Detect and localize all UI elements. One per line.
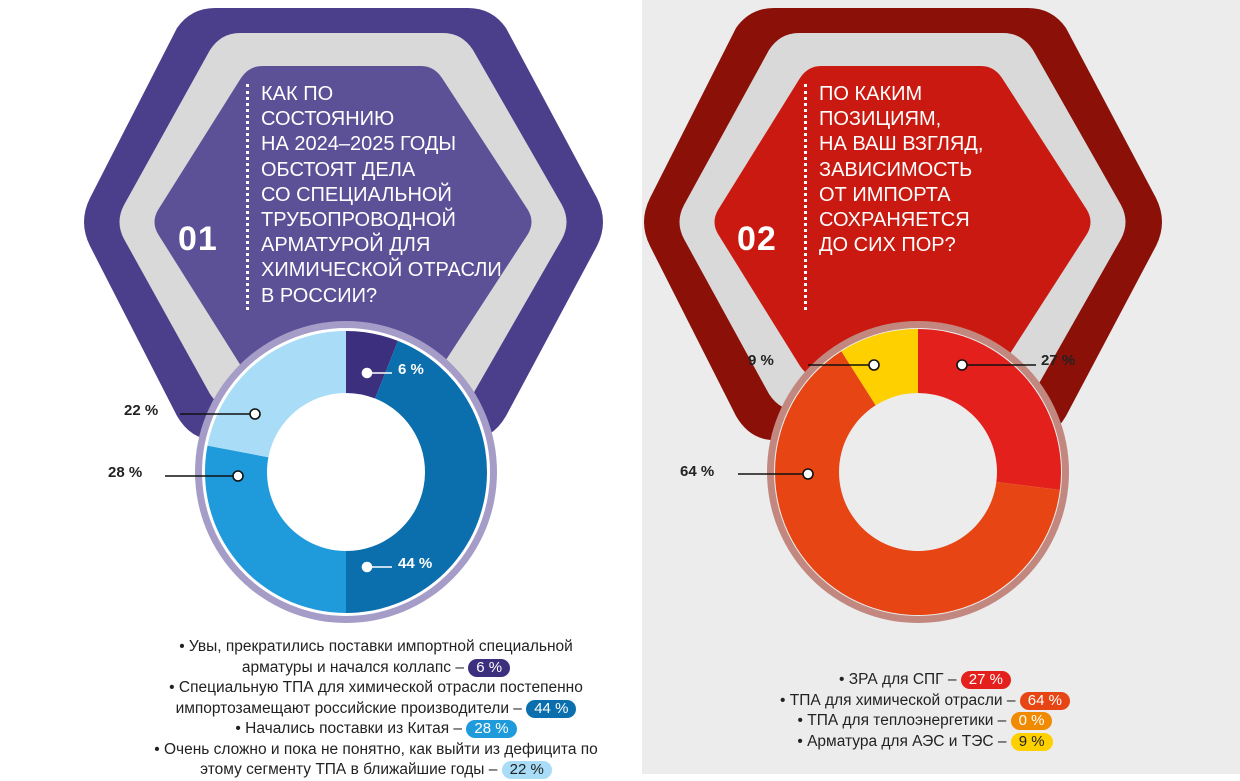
question-1-number: 01: [178, 220, 218, 258]
legend-item: • Начались поставки из Китая – 28 %: [96, 719, 656, 740]
legend-item: • Очень сложно и пока не понятно, как вы…: [96, 740, 656, 781]
legend-text: • Арматура для АЭС и ТЭС –: [797, 732, 1011, 750]
donut-2-slice-chemical: [775, 351, 1060, 615]
donut-chart-1: [205, 331, 487, 613]
question-line: ТРУБОПРОВОДНОЙ: [261, 209, 456, 232]
leader-dot-6: [361, 367, 373, 379]
donut-chart-2: [775, 329, 1061, 615]
legend-line: • ТПА для теплоэнергетики – 0 %: [740, 711, 1110, 732]
legend-text: • Начались поставки из Китая –: [235, 720, 467, 737]
panel-1-hexagon: [84, 8, 603, 440]
legend-text: • ТПА для теплоэнергетики –: [797, 712, 1011, 729]
legend-value-pill: 0 %: [1010, 712, 1053, 730]
donut-2-slice-npp: [841, 329, 918, 406]
donut-1-label-28: 28 %: [108, 464, 143, 481]
legend-line: • ЗРА для СПГ – 27 %: [740, 670, 1110, 691]
legend-text: этому сегменту ТПА в ближайшие годы –: [200, 761, 502, 778]
legend-value-pill: 6 %: [468, 658, 511, 677]
legend-text: • Увы, прекратились поставки импортной с…: [179, 638, 573, 655]
legend-line: • Увы, прекратились поставки импортной с…: [96, 637, 656, 658]
legend-line: импортозамещают российские производители…: [96, 699, 656, 720]
legend-text: • ЗРА для СПГ –: [839, 671, 961, 688]
question-line: ОТ ИМПОРТА: [819, 183, 951, 206]
legend-text: • Очень сложно и пока не понятно, как вы…: [154, 740, 598, 758]
donut-1-label-6: 6 %: [398, 361, 424, 378]
question-2-number: 02: [737, 220, 777, 258]
legend-value-pill: 9 %: [1010, 732, 1053, 751]
legend-text: • Специальную ТПА для химической отрасли…: [169, 679, 583, 696]
leader-dot-27: [956, 359, 968, 371]
legend-value-pill: 44 %: [526, 699, 577, 718]
donut-1-slice-deficit: [207, 331, 346, 458]
legend-line: арматуры и начался коллапс – 6 %: [96, 658, 656, 679]
leader-dot-28: [232, 470, 244, 482]
legend-1: • Увы, прекратились поставки импортной с…: [96, 637, 656, 781]
legend-value-pill: 64 %: [1019, 691, 1070, 710]
legend-text: • ТПА для химической отрасли –: [780, 691, 1020, 709]
donut-2-slice-lng: [918, 329, 1061, 490]
legend-item: • ЗРА для СПГ – 27 %: [740, 670, 1110, 691]
legend-line: этому сегменту ТПА в ближайшие годы – 22…: [96, 760, 656, 781]
donut-2-leaders: [738, 359, 1036, 480]
leader-dot-9: [868, 359, 880, 371]
leader-dot-22: [249, 408, 261, 420]
legend-value-pill: 27 %: [960, 671, 1011, 689]
hex-2-inner: [714, 66, 1091, 378]
question-line: АРМАТУРОЙ ДЛЯ: [261, 234, 431, 257]
question-2-text: ПО КАКИМ ПОЗИЦИЯМ, НА ВАШ ВЗГЛЯД, ЗАВИСИМОС…: [819, 82, 983, 258]
legend-text: импортозамещают российские производители…: [175, 699, 527, 717]
donut-1-slice-collapse: [346, 331, 398, 399]
question-line: ХИМИЧЕСКОЙ ОТРАСЛИ: [261, 259, 502, 282]
leader-dot-44: [361, 561, 373, 573]
question-line: В РОССИИ?: [261, 284, 378, 307]
question-line: НА ВАШ ВЗГЛЯД,: [819, 133, 984, 156]
question-line: СОСТОЯНИЮ: [261, 108, 395, 131]
legend-line: • ТПА для химической отрасли – 64 %: [740, 691, 1110, 712]
question-line: СО СПЕЦИАЛЬНОЙ: [261, 183, 452, 206]
legend-item: • Увы, прекратились поставки импортной с…: [96, 637, 656, 678]
donut-1-label-44: 44 %: [398, 555, 433, 572]
question-line: ЗАВИСИМОСТЬ: [819, 158, 973, 181]
legend-item: • ТПА для химической отрасли – 64 %: [740, 691, 1110, 712]
legend-line: • Специальную ТПА для химической отрасли…: [96, 678, 656, 699]
donut-1-slice-china: [205, 445, 346, 613]
donut-2-label-64: 64 %: [680, 463, 715, 480]
donut-2-label-27: 27 %: [1041, 352, 1076, 369]
question-line: ПОЗИЦИЯМ,: [819, 108, 942, 131]
question-line: ПО КАКИМ: [819, 83, 923, 105]
question-line: КАК ПО: [261, 83, 334, 105]
legend-line: • Арматура для АЭС и ТЭС – 9 %: [740, 732, 1110, 753]
legend-2: • ЗРА для СПГ – 27 % • ТПА для химической…: [740, 670, 1110, 752]
panel-2-hexagon: [644, 8, 1162, 440]
legend-value-pill: 28 %: [466, 720, 517, 738]
question-line: ДО СИХ ПОР?: [819, 234, 956, 257]
leader-dot-64: [802, 468, 814, 480]
legend-line: • Очень сложно и пока не понятно, как вы…: [96, 740, 656, 761]
donut-1-label-22: 22 %: [124, 402, 159, 419]
question-1-dotted-rule: [246, 84, 249, 310]
question-line: СОХРАНЯЕТСЯ: [819, 209, 970, 232]
legend-item: • Специальную ТПА для химической отрасли…: [96, 678, 656, 719]
legend-line: • Начались поставки из Китая – 28 %: [96, 719, 656, 740]
question-line: НА 2024–2025 ГОДЫ: [261, 133, 457, 156]
legend-item: • ТПА для теплоэнергетики – 0 %: [740, 711, 1110, 732]
question-2-dotted-rule: [804, 84, 807, 310]
donut-1-leaders: [165, 367, 392, 573]
legend-value-pill: 22 %: [501, 761, 552, 779]
legend-text: арматуры и начался коллапс –: [241, 658, 469, 676]
legend-item: • Арматура для АЭС и ТЭС – 9 %: [740, 732, 1110, 753]
question-line: ОБСТОЯТ ДЕЛА: [261, 158, 416, 181]
donut-2-label-9: 9 %: [748, 352, 774, 369]
donut-1-slice-import-substitution: [346, 340, 487, 613]
question-1-text: КАК ПО СОСТОЯНИЮ НА 2024–2025 ГОДЫ ОБСТОЯТ …: [261, 82, 502, 309]
